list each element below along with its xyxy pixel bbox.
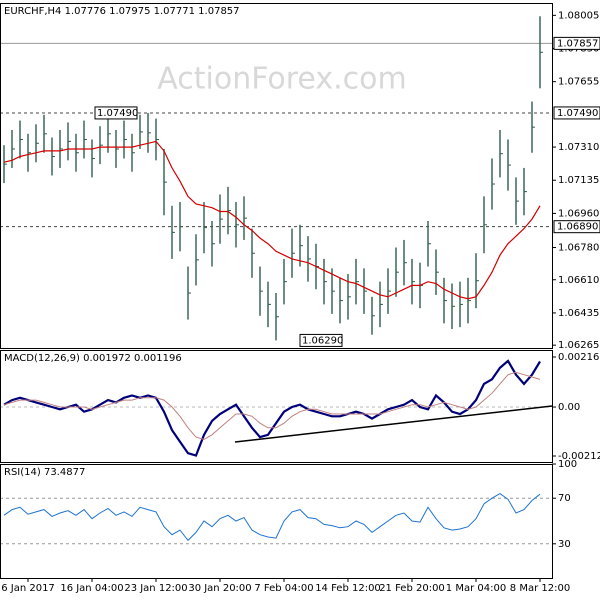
price-label: 1.06890 [557, 222, 598, 233]
x-tick-label: 1 Mar 04:00 [446, 583, 506, 594]
y-tick-label: 1.06435 [558, 308, 599, 319]
panel-frame [0, 3, 553, 349]
y-tick-label: 100 [558, 459, 577, 470]
plot-area [0, 493, 552, 545]
price-label-box [553, 106, 600, 120]
y-tick-label: 1.08005 [558, 10, 599, 21]
x-tick-label: 21 Feb 20:00 [379, 583, 445, 594]
y-tick-label: 1.06610 [558, 275, 599, 286]
series-line [3, 140, 541, 300]
plot-area [0, 16, 552, 341]
y-tick-label: -0.00212 [558, 451, 600, 462]
x-tick-label: 14 Feb 12:00 [315, 583, 381, 594]
panel-title: RSI(14) 73.4877 [4, 467, 85, 478]
x-tick-label: 23 Jan 12:00 [124, 583, 187, 594]
annotation: 1.07490 [97, 108, 138, 119]
x-tick-label: 7 Feb 04:00 [254, 583, 313, 594]
y-tick-label: 70 [558, 493, 571, 504]
panel-title: EURCHF,H4 1.07776 1.07975 1.07771 1.0785… [4, 6, 240, 17]
annotation-box [299, 333, 343, 347]
y-tick-label: 1.07655 [558, 77, 599, 88]
price-label-box [553, 36, 600, 50]
trend-line [234, 405, 552, 443]
y-tick-label: 1.07135 [558, 175, 599, 186]
price-label: 1.07490 [557, 108, 598, 119]
x-tick-label: 8 Mar 12:00 [510, 583, 570, 594]
annotation-box [94, 106, 138, 120]
y-tick-label: 1.07310 [558, 142, 599, 153]
y-tick-label: 0.00 [558, 402, 580, 413]
x-tick-label: 6 Jan 2017 [1, 583, 55, 594]
y-tick-label: 30 [558, 539, 571, 550]
y-tick-label: 0.002167 [558, 352, 600, 363]
y-tick-label: 1.06780 [558, 243, 599, 254]
x-tick-label: 30 Jan 20:00 [188, 583, 251, 594]
panel-title: MACD(12,26,9) 0.001972 0.001196 [4, 353, 182, 364]
price-label-box [553, 220, 600, 234]
x-tick-label: 16 Jan 04:00 [60, 583, 123, 594]
plot-area [0, 359, 552, 457]
series-line [3, 493, 541, 542]
panel-frame [0, 350, 553, 463]
annotation: 1.06290 [302, 335, 343, 346]
watermark: ActionForex.com [157, 62, 406, 97]
panel-frame [0, 464, 553, 579]
price-label: 1.07857 [557, 38, 598, 49]
y-tick-label: 1.06960 [558, 208, 599, 219]
series-line [3, 371, 541, 440]
y-tick-label: 1.06265 [558, 340, 599, 351]
